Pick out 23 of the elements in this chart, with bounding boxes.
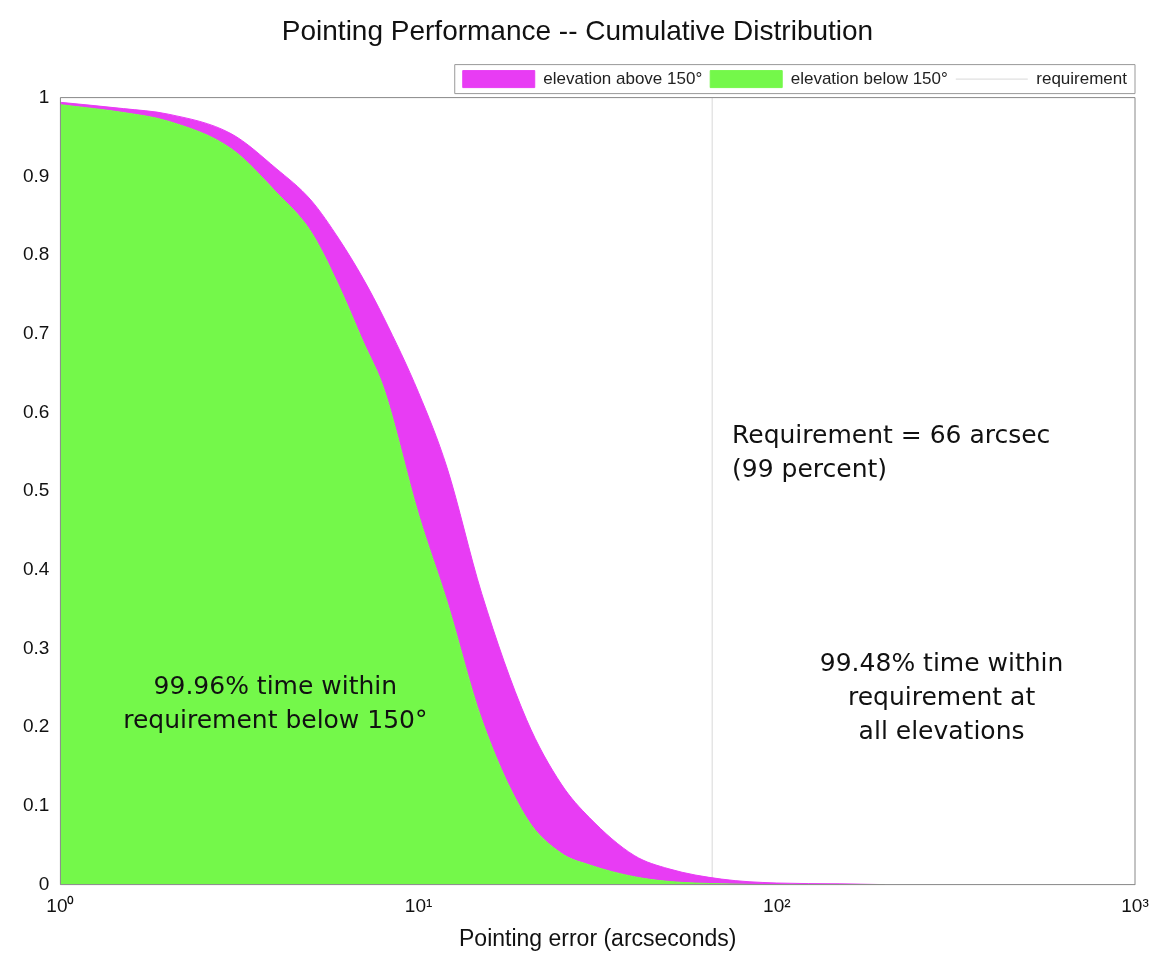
x-tick-label: 10²: [763, 895, 791, 917]
x-tick-label: 10³: [1121, 895, 1149, 917]
y-tick-label: 0.7: [22, 321, 50, 343]
y-tick-label: 0.6: [22, 400, 50, 422]
y-tick-label: 0.5: [22, 479, 50, 501]
legend-label: elevation above 150°: [543, 68, 703, 88]
annotation: 99.96% time within requirement below 150°: [123, 671, 428, 735]
y-tick-label: 0.3: [22, 636, 50, 658]
y-tick-label: 0: [38, 872, 50, 894]
y-tick-label: 0.4: [22, 558, 50, 580]
x-tick-label: 10¹: [404, 895, 433, 917]
y-tick-label: 0.9: [22, 164, 50, 186]
x-tick-label: 10⁰: [46, 895, 75, 917]
annotation: 99.48% time within requirement at all elevations: [819, 647, 1064, 745]
y-tick-label: 1: [38, 85, 50, 107]
chart-title: Pointing Performance -- Cumulative Distribution: [281, 14, 874, 46]
legend-label: elevation below 150°: [790, 68, 948, 88]
y-tick-label: 0.1: [22, 794, 50, 816]
y-tick-label: 0.8: [22, 243, 50, 265]
x-axis-title: Pointing error (arcseconds): [459, 924, 737, 951]
y-tick-label: 0.2: [22, 715, 50, 737]
annotation: Requirement = 66 arcsec (99 percent): [732, 419, 1051, 483]
legend-label: requirement: [1036, 68, 1128, 88]
